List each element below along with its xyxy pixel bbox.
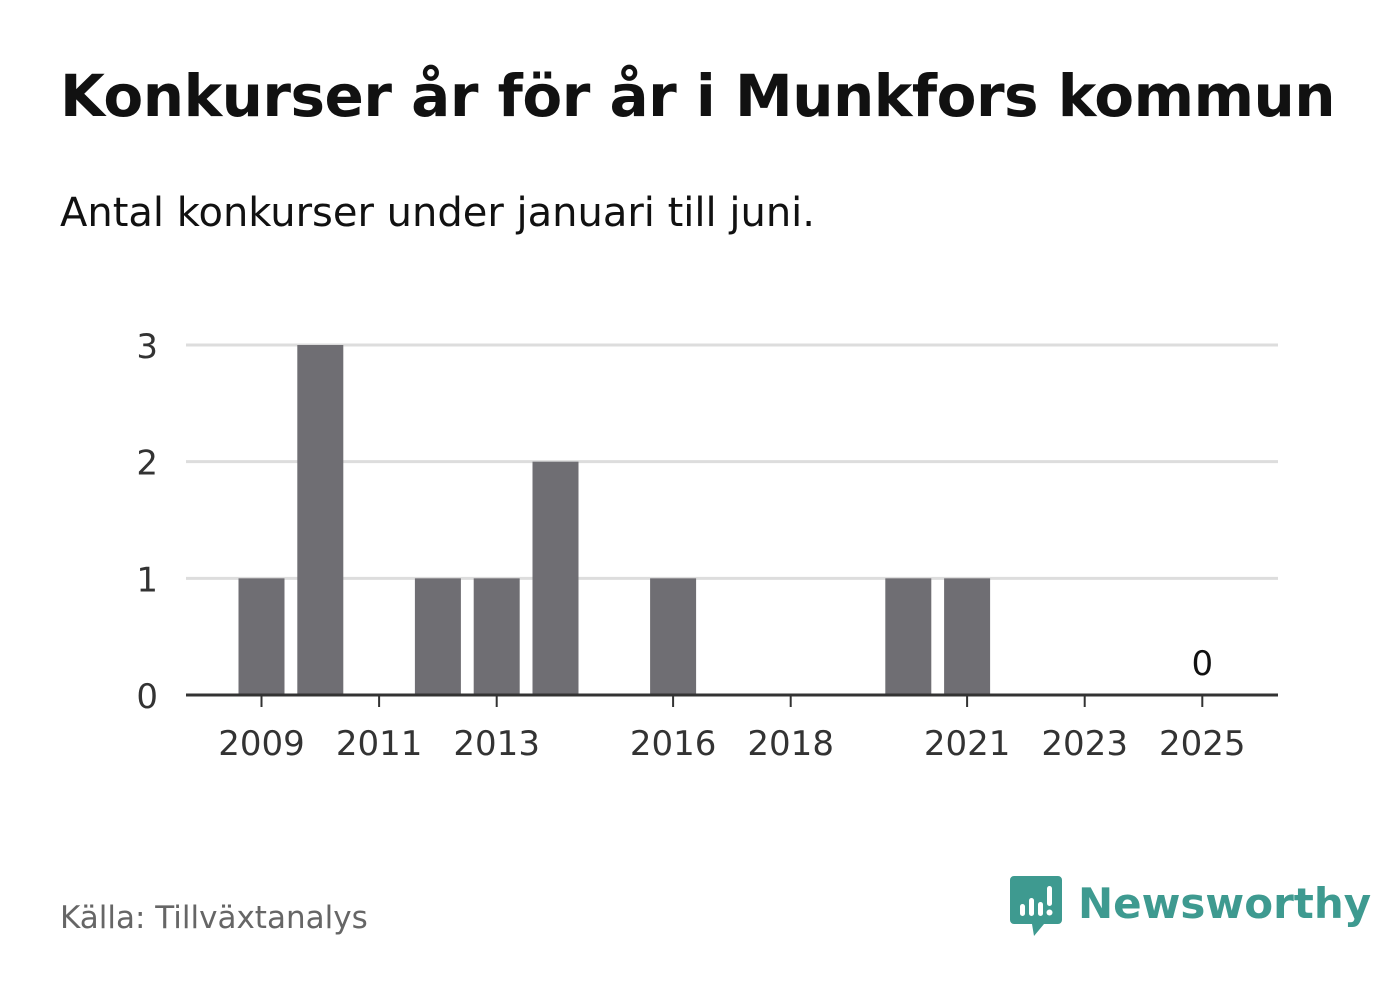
chart-title: Konkurser år för år i Munkfors kommun bbox=[60, 62, 1336, 130]
brand-logo: Newsworthy bbox=[1010, 876, 1371, 942]
y-tick-label: 2 bbox=[136, 444, 158, 484]
x-tick-label: 2023 bbox=[1041, 724, 1128, 764]
bar-2012 bbox=[414, 578, 461, 695]
x-tick-label: 2021 bbox=[924, 724, 1011, 764]
grid-lines bbox=[186, 343, 1278, 580]
y-tick-label: 0 bbox=[136, 677, 158, 717]
y-axis-labels: 0 1 2 3 bbox=[136, 327, 158, 717]
x-tick-label: 2018 bbox=[747, 724, 834, 764]
y-tick-label: 3 bbox=[136, 327, 158, 367]
bar-2021 bbox=[944, 578, 991, 695]
bar-2014 bbox=[532, 461, 579, 695]
data-label: 0 bbox=[1191, 644, 1213, 684]
y-tick-label: 1 bbox=[136, 560, 158, 600]
x-axis-labels: 2009 2011 2013 2016 2018 2021 2023 2025 bbox=[218, 724, 1245, 764]
bar-2016 bbox=[650, 578, 697, 695]
brand-name: Newsworthy bbox=[1078, 879, 1372, 928]
newsworthy-logo-icon bbox=[1010, 876, 1062, 936]
x-tick-label: 2025 bbox=[1159, 724, 1246, 764]
x-axis bbox=[186, 693, 1278, 707]
x-tick-label: 2013 bbox=[453, 724, 540, 764]
annotations: 0 bbox=[1191, 644, 1213, 684]
bar-2009 bbox=[238, 578, 285, 695]
x-tick-label: 2016 bbox=[630, 724, 717, 764]
chart-subtitle: Antal konkurser under januari till juni. bbox=[60, 190, 815, 236]
bar-2020 bbox=[885, 578, 932, 695]
x-tick-label: 2011 bbox=[336, 724, 423, 764]
source-label: Källa: Tillväxtanalys bbox=[60, 900, 368, 936]
x-tick-label: 2009 bbox=[218, 724, 305, 764]
bar-2010 bbox=[297, 345, 344, 695]
bars bbox=[238, 345, 991, 695]
bar-2013 bbox=[473, 578, 520, 695]
